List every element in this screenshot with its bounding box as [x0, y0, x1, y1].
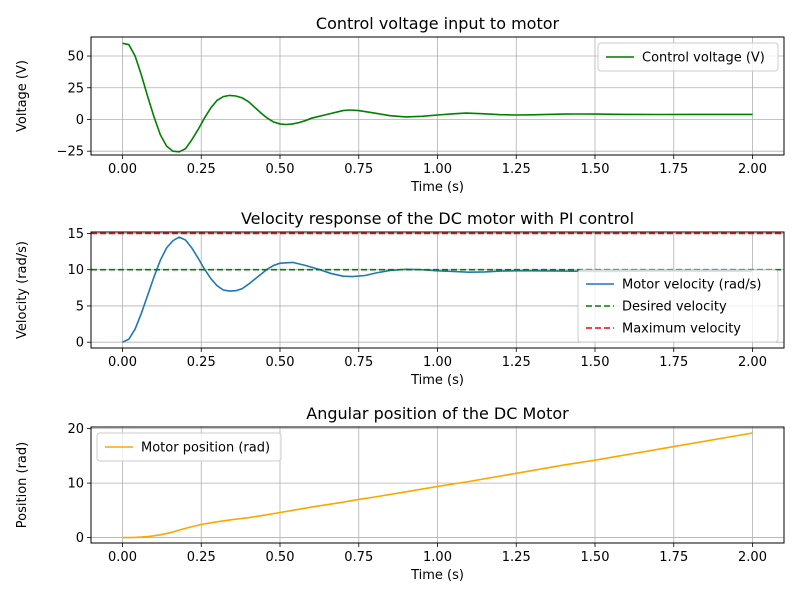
x-tick-label: 0.50	[266, 355, 295, 370]
legend-label: Desired velocity	[622, 300, 727, 315]
x-tick-label: 0.00	[108, 550, 137, 565]
y-axis-label: Velocity (rad/s)	[15, 241, 30, 339]
series-line-1	[122, 432, 753, 539]
y-tick-label: 0	[76, 113, 84, 128]
y-tick-label: 25	[67, 81, 84, 96]
x-tick-label: 2.00	[738, 355, 767, 370]
y-tick-label: 10	[67, 477, 84, 492]
x-tick-label: 1.75	[659, 355, 688, 370]
x-tick-label: 1.50	[581, 550, 610, 565]
y-tick-label: 5	[76, 299, 84, 314]
x-tick-label: 0.00	[108, 355, 137, 370]
x-tick-label: 0.25	[187, 355, 216, 370]
x-tick-label: 0.50	[266, 550, 295, 565]
legend: Motor position (rad)	[96, 432, 282, 462]
y-tick-label: −25	[57, 145, 84, 160]
x-tick-label: 2.00	[738, 162, 767, 177]
y-axis-label: Voltage (V)	[15, 60, 30, 132]
x-tick-label: 1.25	[502, 550, 531, 565]
x-tick-label: 0.75	[344, 550, 373, 565]
chart-title: Angular position of the DC Motor	[306, 404, 569, 423]
x-tick-label: 0.75	[344, 162, 373, 177]
x-tick-label: 0.25	[187, 550, 216, 565]
chart-title: Velocity response of the DC motor with P…	[241, 209, 634, 228]
x-tick-label: 0.50	[266, 162, 295, 177]
legend-label: Motor position (rad)	[141, 441, 270, 456]
y-tick-label: 15	[67, 227, 84, 242]
x-tick-label: 1.00	[423, 355, 452, 370]
y-tick-label: 50	[67, 50, 84, 65]
x-tick-label: 0.00	[108, 162, 137, 177]
chart-panel-1: 0.00 0.25 0.50 0.75 1.00 1.25 1.50 1.75 2.00 −25 0…	[15, 14, 785, 195]
legend: Motor velocity (rad/s) Desired velocity Ma…	[577, 269, 779, 343]
legend-box	[577, 269, 779, 343]
x-tick-label: 1.75	[659, 550, 688, 565]
x-tick-label: 0.25	[187, 162, 216, 177]
x-tick-label: 1.25	[502, 355, 531, 370]
legend-label: Maximum velocity	[622, 322, 741, 337]
x-tick-label: 1.75	[659, 162, 688, 177]
y-tick-label: 10	[67, 263, 84, 278]
legend-box	[597, 42, 779, 72]
legend-box	[96, 432, 282, 462]
x-axis-label: Time (s)	[410, 373, 464, 388]
x-axis-label: Time (s)	[410, 180, 464, 195]
x-tick-label: 1.50	[581, 162, 610, 177]
x-tick-label: 1.50	[581, 355, 610, 370]
y-axis-label: Position (rad)	[15, 442, 30, 528]
x-axis-label: Time (s)	[410, 568, 464, 583]
chart-panel-3: 0.00 0.25 0.50 0.75 1.00 1.25 1.50 1.75 2.00 0 10 2…	[15, 404, 785, 583]
legend: Control voltage (V)	[597, 42, 779, 72]
x-tick-label: 1.00	[423, 550, 452, 565]
legend-label: Control voltage (V)	[642, 51, 765, 66]
x-tick-label: 0.75	[344, 355, 373, 370]
y-tick-label: 20	[67, 422, 84, 437]
chart-panel-2: 0.00 0.25 0.50 0.75 1.00 1.25 1.50 1.75 2.00 0 5 10…	[15, 209, 785, 388]
x-tick-label: 2.00	[738, 550, 767, 565]
series-line-1	[122, 236, 753, 343]
x-tick-label: 1.00	[423, 162, 452, 177]
y-tick-label: 0	[76, 336, 84, 351]
series-line-1	[122, 42, 753, 153]
x-tick-label: 1.25	[502, 162, 531, 177]
legend-label: Motor velocity (rad/s)	[622, 278, 762, 293]
chart-title: Control voltage input to motor	[316, 14, 560, 33]
y-tick-label: 0	[76, 531, 84, 546]
